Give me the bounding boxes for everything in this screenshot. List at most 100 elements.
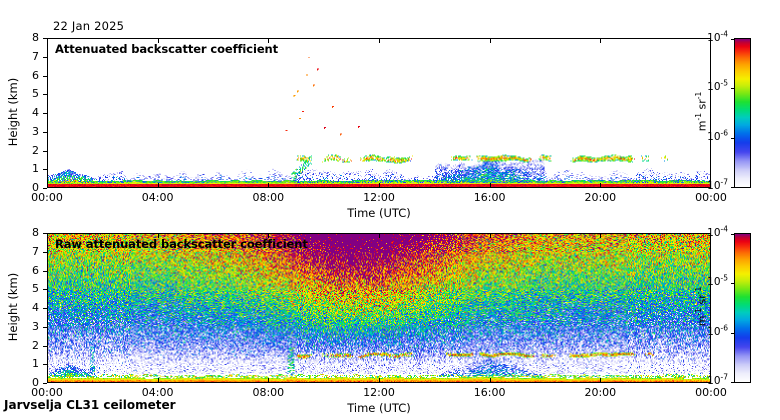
x-tick-mark-top — [158, 233, 159, 238]
y-tick-label: 4 — [32, 106, 39, 119]
x-tick-mark-top — [268, 233, 269, 238]
y-tick-mark — [43, 346, 47, 347]
footer-caption: Jarvselja CL31 ceilometer — [4, 398, 176, 412]
x-tick-label: 12:00 — [363, 191, 395, 204]
colorbar-tick-label: 10-5 — [707, 78, 728, 93]
colorbar-tick-mark — [731, 333, 735, 334]
y-tick-mark — [43, 233, 47, 234]
panel-bottom-label: Raw attenuated backscatter coefficient — [55, 237, 308, 251]
colorbar-top — [734, 38, 751, 188]
x-tick-mark — [379, 378, 380, 383]
y-tick-label: 2 — [32, 143, 39, 157]
colorbar-tick-label: 10-6 — [707, 128, 728, 143]
y-tick-mark — [43, 38, 47, 39]
colorbar-tick-mark — [731, 234, 735, 235]
colorbar-tick-mark — [731, 283, 735, 284]
x-axis-title: Time (UTC) — [347, 401, 411, 415]
y-tick-label: 2 — [32, 338, 39, 352]
y-tick-label: 7 — [32, 244, 39, 258]
x-tick-label: 00:00 — [695, 386, 727, 399]
y-tick-label: 6 — [32, 263, 39, 277]
y-tick-mark — [43, 94, 47, 95]
x-tick-mark — [490, 378, 491, 383]
y-tick-mark — [43, 327, 47, 328]
x-tick-mark — [268, 183, 269, 188]
x-tick-label: 12:00 — [363, 386, 395, 399]
y-tick-label: 7 — [32, 49, 39, 63]
colorbar-tick-mark — [731, 39, 735, 40]
colorbar-tick-label: 10-5 — [707, 273, 728, 288]
x-tick-label: 00:00 — [31, 386, 63, 399]
x-tick-mark-top — [379, 233, 380, 238]
y-tick-label: 1 — [32, 162, 39, 176]
x-tick-label: 20:00 — [584, 191, 617, 204]
attenuated-backscatter-heatmap — [48, 39, 710, 187]
x-tick-label: 08:00 — [252, 191, 285, 204]
x-tick-mark — [268, 378, 269, 383]
y-tick-mark — [43, 271, 47, 272]
colorbar-bottom-gradient — [735, 234, 750, 382]
y-tick-mark — [43, 308, 47, 309]
y-tick-label: 0 — [32, 181, 39, 194]
x-tick-mark-top — [490, 233, 491, 238]
y-tick-mark — [43, 364, 47, 365]
y-tick-label: 8 — [32, 31, 39, 44]
x-tick-label: 00:00 — [31, 191, 63, 204]
x-tick-mark-top — [600, 38, 601, 43]
x-tick-mark — [490, 183, 491, 188]
colorbar-tick-mark — [731, 138, 735, 139]
y-tick-label: 0 — [32, 376, 39, 389]
y-tick-label: 5 — [32, 87, 39, 101]
x-tick-mark-top — [158, 38, 159, 43]
x-tick-mark — [158, 378, 159, 383]
y-tick-mark — [43, 289, 47, 290]
raw-attenuated-backscatter-heatmap — [48, 234, 710, 382]
colorbar-unit-label: m-1 sr-1 — [693, 91, 709, 132]
y-tick-mark — [43, 383, 47, 384]
panel-top-label: Attenuated backscatter coefficient — [55, 42, 279, 56]
y-tick-mark — [43, 76, 47, 77]
y-axis-title: Height (km) — [6, 272, 20, 342]
y-tick-label: 3 — [32, 319, 39, 333]
date-title: 22 Jan 2025 — [53, 19, 125, 33]
y-tick-mark — [43, 113, 47, 114]
colorbar-tick-label: 10-7 — [707, 372, 728, 387]
y-tick-mark — [43, 188, 47, 189]
y-tick-mark — [43, 151, 47, 152]
colorbar-tick-label: 10-4 — [707, 29, 728, 44]
x-tick-mark-top — [379, 38, 380, 43]
y-tick-label: 4 — [32, 301, 39, 314]
x-tick-label: 16:00 — [473, 191, 506, 204]
y-tick-label: 1 — [32, 357, 39, 371]
y-axis-title: Height (km) — [6, 77, 20, 147]
x-tick-mark — [158, 183, 159, 188]
x-tick-label: 20:00 — [584, 386, 617, 399]
x-tick-mark — [600, 183, 601, 188]
colorbar-bottom — [734, 233, 751, 383]
y-tick-label: 5 — [32, 282, 39, 296]
y-tick-label: 6 — [32, 68, 39, 82]
x-tick-label: 04:00 — [141, 191, 174, 204]
colorbar-tick-mark — [731, 382, 735, 383]
colorbar-tick-label: 10-4 — [707, 224, 728, 239]
x-tick-label: 08:00 — [252, 386, 285, 399]
x-tick-label: 04:00 — [141, 386, 174, 399]
x-tick-mark-top — [268, 38, 269, 43]
colorbar-top-gradient — [735, 39, 750, 187]
panel-attenuated-backscatter: Attenuated backscatter coefficient — [47, 38, 711, 188]
x-tick-mark — [379, 183, 380, 188]
colorbar-tick-mark — [731, 187, 735, 188]
x-tick-label: 16:00 — [473, 386, 506, 399]
colorbar-unit-label: m-1 sr-1 — [693, 286, 709, 327]
y-tick-mark — [43, 252, 47, 253]
x-axis-title: Time (UTC) — [347, 206, 411, 220]
x-tick-mark-top — [490, 38, 491, 43]
y-tick-label: 3 — [32, 124, 39, 138]
x-tick-mark-top — [600, 233, 601, 238]
colorbar-tick-label: 10-6 — [707, 323, 728, 338]
x-tick-mark — [600, 378, 601, 383]
y-tick-mark — [43, 169, 47, 170]
y-tick-mark — [43, 132, 47, 133]
y-tick-label: 8 — [32, 226, 39, 239]
